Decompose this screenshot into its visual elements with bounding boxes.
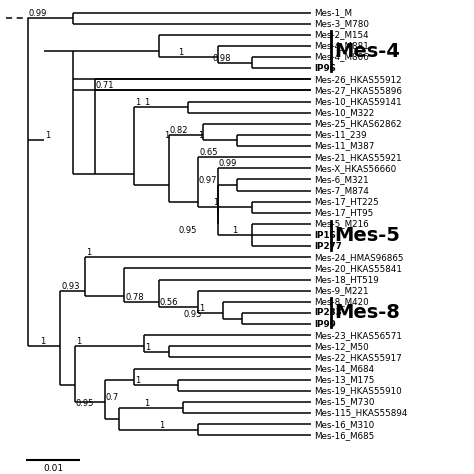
Text: 1: 1 — [179, 48, 184, 57]
Text: Mes-23_HKAS56571: Mes-23_HKAS56571 — [314, 331, 402, 340]
Text: Mes-25_HKAS62862: Mes-25_HKAS62862 — [314, 119, 402, 128]
Text: 0.95: 0.95 — [179, 226, 197, 235]
Text: 0.95: 0.95 — [75, 399, 93, 408]
Text: Mes-12_M50: Mes-12_M50 — [314, 342, 369, 351]
Text: 1: 1 — [145, 343, 150, 352]
Text: Mes-4_M806: Mes-4_M806 — [314, 53, 369, 62]
Text: 1: 1 — [40, 337, 46, 346]
Text: Mes-115_HKAS55894: Mes-115_HKAS55894 — [314, 409, 408, 418]
Text: Mes-10_M322: Mes-10_M322 — [314, 108, 374, 117]
Text: Mes-1_M: Mes-1_M — [314, 8, 352, 17]
Text: 0.93: 0.93 — [62, 282, 80, 291]
Text: 0.82: 0.82 — [170, 126, 188, 135]
Text: IP16: IP16 — [314, 230, 336, 239]
Text: 1: 1 — [198, 131, 203, 140]
Text: Mes-24_HMAS96865: Mes-24_HMAS96865 — [314, 253, 404, 262]
Text: Mes-17_HT225: Mes-17_HT225 — [314, 197, 379, 206]
Text: 1: 1 — [86, 248, 91, 257]
Text: Mes-10_HKAS59141: Mes-10_HKAS59141 — [314, 97, 402, 106]
Text: Mes-3_M780: Mes-3_M780 — [314, 19, 369, 28]
Text: 0.97: 0.97 — [198, 176, 217, 185]
Text: 0.7: 0.7 — [106, 393, 119, 402]
Text: IP233: IP233 — [314, 309, 342, 318]
Text: 1: 1 — [135, 98, 140, 107]
Text: 0.65: 0.65 — [199, 148, 218, 157]
Text: 1: 1 — [135, 376, 140, 385]
Text: 1: 1 — [213, 198, 218, 207]
Text: Mes-17_HT95: Mes-17_HT95 — [314, 208, 374, 217]
Text: Mes-11_M387: Mes-11_M387 — [314, 142, 374, 151]
Text: Mes-13_M175: Mes-13_M175 — [314, 375, 374, 384]
Text: Mes-7_M874: Mes-7_M874 — [314, 186, 369, 195]
Text: 1: 1 — [45, 131, 50, 140]
Text: Mes-27_HKAS55896: Mes-27_HKAS55896 — [314, 86, 402, 95]
Text: 1: 1 — [76, 337, 82, 346]
Text: 1: 1 — [199, 304, 204, 313]
Text: IP96: IP96 — [314, 64, 336, 73]
Text: Mes-16_M685: Mes-16_M685 — [314, 431, 374, 440]
Text: Mes-2_M154: Mes-2_M154 — [314, 30, 369, 39]
Text: Mes-6_M321: Mes-6_M321 — [314, 175, 369, 184]
Text: Mes-18_HT519: Mes-18_HT519 — [314, 275, 379, 284]
Text: 1: 1 — [144, 98, 149, 107]
Text: Mes-9_M221: Mes-9_M221 — [314, 286, 369, 295]
Text: Mes-15_M730: Mes-15_M730 — [314, 398, 375, 407]
Text: 0.99: 0.99 — [219, 159, 237, 168]
Text: 1: 1 — [144, 399, 149, 408]
Text: Mes-21_HKAS55921: Mes-21_HKAS55921 — [314, 153, 402, 162]
Text: IP277: IP277 — [314, 242, 342, 251]
Text: IP99: IP99 — [314, 319, 336, 328]
Text: Mes-14_M684: Mes-14_M684 — [314, 364, 374, 373]
Text: 0.99: 0.99 — [29, 9, 47, 18]
Text: Mes-16_M310: Mes-16_M310 — [314, 419, 374, 428]
Text: Mes-19_HKAS55910: Mes-19_HKAS55910 — [314, 386, 402, 395]
Text: Mes-4_M881: Mes-4_M881 — [314, 41, 369, 50]
Text: Mes-X_HKAS56660: Mes-X_HKAS56660 — [314, 164, 396, 173]
Text: Mes-8_M420: Mes-8_M420 — [314, 297, 369, 306]
Text: 0.01: 0.01 — [43, 464, 63, 473]
Text: Mes-26_HKAS55912: Mes-26_HKAS55912 — [314, 75, 402, 84]
Text: 0.95: 0.95 — [183, 310, 202, 319]
Text: Mes-5_M216: Mes-5_M216 — [314, 219, 369, 228]
Text: 0.98: 0.98 — [213, 54, 231, 63]
Text: 0.56: 0.56 — [160, 299, 178, 308]
Text: 0.71: 0.71 — [96, 82, 114, 91]
Text: Mes-8: Mes-8 — [334, 303, 400, 322]
Text: Mes-22_HKAS55917: Mes-22_HKAS55917 — [314, 353, 402, 362]
Text: 0.78: 0.78 — [125, 293, 144, 302]
Text: Mes-20_HKAS55841: Mes-20_HKAS55841 — [314, 264, 402, 273]
Text: Mes-5: Mes-5 — [334, 226, 400, 245]
Text: Mes-11_239: Mes-11_239 — [314, 130, 367, 139]
Text: Mes-4: Mes-4 — [334, 42, 400, 61]
Text: 1: 1 — [233, 226, 238, 235]
Text: 1: 1 — [164, 131, 169, 140]
Text: 1: 1 — [159, 421, 164, 430]
